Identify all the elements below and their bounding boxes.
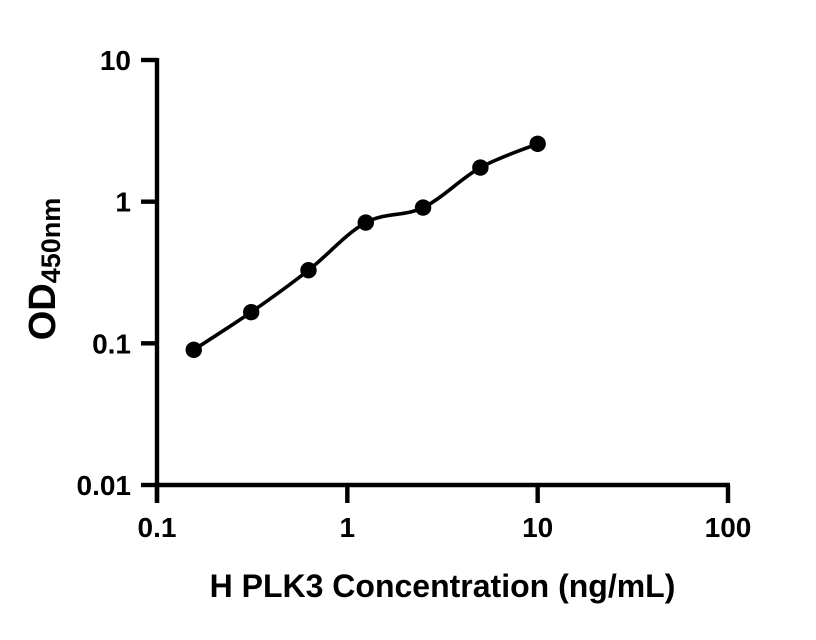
y-tick-label: 0.01 xyxy=(77,470,132,501)
data-point xyxy=(242,303,260,321)
y-axis-title-main: OD xyxy=(22,283,64,341)
data-point xyxy=(414,199,432,216)
data-point xyxy=(357,214,374,231)
data-point xyxy=(185,341,202,359)
x-tick-label: 10 xyxy=(522,512,553,543)
x-axis-title: H PLK3 Concentration (ng/mL) xyxy=(157,570,728,602)
x-axis-title-text: H PLK3 Concentration (ng/mL) xyxy=(209,568,676,604)
y-axis-title-subscript: 450nm xyxy=(35,197,66,284)
x-tick-label: 0.1 xyxy=(138,512,177,543)
data-point xyxy=(300,262,317,279)
y-tick-label: 1 xyxy=(115,187,131,218)
y-tick-label: 10 xyxy=(100,45,131,76)
x-tick-label: 100 xyxy=(705,512,752,543)
y-axis-title: OD450nm xyxy=(22,198,66,341)
x-tick-label: 1 xyxy=(340,512,356,543)
data-point xyxy=(529,135,546,153)
data-point xyxy=(472,159,489,176)
y-tick-label: 0.1 xyxy=(92,328,131,359)
fit-curve xyxy=(192,142,539,352)
